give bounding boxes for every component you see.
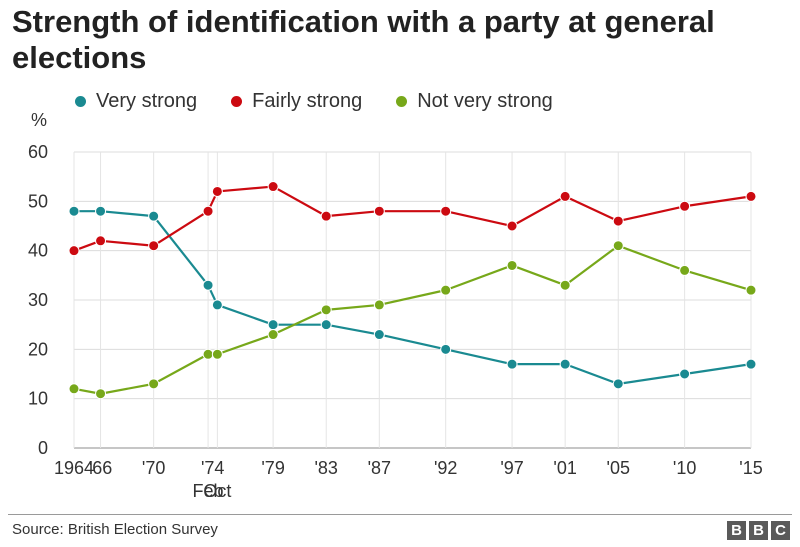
data-point-very-strong: [211, 299, 223, 311]
bbc-logo: B B C: [724, 521, 790, 540]
x-tick-label: '87: [368, 458, 391, 478]
data-point-very-strong: [506, 358, 518, 370]
bbc-logo-letter: B: [749, 521, 768, 540]
data-point-very-strong: [612, 378, 624, 390]
data-point-fairly-strong: [745, 190, 757, 202]
footer-divider: [8, 514, 792, 515]
y-tick-label: 20: [28, 339, 48, 359]
legend-marker-very-strong: [75, 95, 86, 107]
data-point-very-strong: [95, 205, 107, 217]
x-tick-label: '97: [500, 458, 523, 478]
data-point-not-very-strong: [559, 279, 571, 291]
data-point-not-very-strong: [373, 299, 385, 311]
data-point-fairly-strong: [267, 181, 279, 193]
y-tick-label: 50: [28, 191, 48, 211]
chart-title: Strength of identification with a party …: [12, 4, 715, 75]
y-tick-label: 30: [28, 290, 48, 310]
legend-label-very-strong: Very strong: [96, 89, 198, 112]
data-point-very-strong: [202, 279, 214, 291]
data-point-fairly-strong: [148, 240, 160, 252]
data-point-very-strong: [559, 358, 571, 370]
source-note: Source: British Election Survey: [12, 521, 218, 538]
data-point-fairly-strong: [95, 235, 107, 247]
data-point-not-very-strong: [440, 284, 452, 296]
y-axis-unit-label: %: [31, 110, 47, 130]
legend-item-not-very-strong: Not very strong: [396, 90, 553, 113]
data-point-fairly-strong: [679, 200, 691, 212]
legend-label-not-very-strong: Not very strong: [417, 89, 553, 112]
data-point-fairly-strong: [320, 210, 332, 222]
x-tick-label: '15: [739, 458, 762, 478]
data-point-very-strong: [745, 358, 757, 370]
data-point-very-strong: [148, 210, 160, 222]
x-tick-label: '79: [261, 458, 284, 478]
series-line-fairly-strong: [73, 185, 752, 252]
data-point-very-strong: [373, 329, 385, 341]
legend-marker-fairly-strong: [231, 95, 243, 107]
bbc-logo-letter: B: [727, 521, 746, 540]
data-point-not-very-strong: [68, 383, 80, 395]
x-sub-label: Oct: [203, 481, 231, 501]
legend-marker-not-very-strong: [396, 95, 408, 107]
legend-item-fairly-strong: Fairly strong: [231, 90, 362, 113]
data-point-fairly-strong: [373, 205, 385, 217]
data-point-very-strong: [440, 343, 452, 355]
x-tick-label: '92: [434, 458, 457, 478]
data-point-fairly-strong: [440, 205, 452, 217]
x-sub-label: Feb: [193, 481, 224, 501]
data-point-very-strong: [320, 319, 332, 331]
y-tick-label: 60: [28, 142, 48, 162]
data-point-very-strong: [68, 205, 80, 217]
data-point-very-strong: [679, 368, 691, 380]
x-tick-label: '10: [673, 458, 696, 478]
chart-legend: Very strong Fairly strong Not very stron…: [75, 88, 587, 114]
legend-item-very-strong: Very strong: [75, 90, 197, 113]
data-point-not-very-strong: [211, 348, 223, 360]
x-tick-label: '01: [553, 458, 576, 478]
x-tick-label: '83: [314, 458, 337, 478]
x-tick-label: '70: [142, 458, 165, 478]
data-point-not-very-strong: [95, 388, 107, 400]
y-tick-label: 40: [28, 241, 48, 261]
data-point-not-very-strong: [202, 348, 214, 360]
series-line-not-very-strong: [73, 244, 752, 395]
data-point-not-very-strong: [320, 304, 332, 316]
data-point-not-very-strong: [679, 264, 691, 276]
y-tick-label: 0: [38, 438, 48, 458]
x-tick-label: 1964: [54, 458, 94, 478]
x-tick-label: '05: [607, 458, 630, 478]
data-point-fairly-strong: [612, 215, 624, 227]
data-point-fairly-strong: [211, 185, 223, 197]
data-point-not-very-strong: [267, 329, 279, 341]
data-point-not-very-strong: [148, 378, 160, 390]
series-line-very-strong: [74, 210, 752, 385]
y-tick-label: 10: [28, 389, 48, 409]
data-point-fairly-strong: [68, 245, 80, 257]
data-point-not-very-strong: [506, 259, 518, 271]
x-tick-label: '66: [89, 458, 112, 478]
data-point-fairly-strong: [202, 205, 214, 217]
data-point-not-very-strong: [612, 240, 624, 252]
legend-label-fairly-strong: Fairly strong: [252, 89, 363, 112]
data-point-fairly-strong: [559, 190, 571, 202]
bbc-logo-letter: C: [771, 521, 790, 540]
x-tick-label: '74: [201, 458, 224, 478]
data-point-very-strong: [267, 319, 279, 331]
data-point-not-very-strong: [745, 284, 757, 296]
data-point-fairly-strong: [506, 220, 518, 232]
